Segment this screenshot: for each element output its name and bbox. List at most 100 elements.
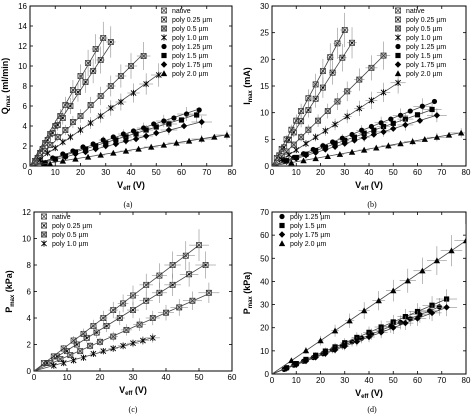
data-point bbox=[421, 136, 428, 142]
series-triangle bbox=[272, 128, 466, 166]
data-point bbox=[92, 145, 99, 153]
data-point bbox=[334, 98, 341, 105]
legend-label: native bbox=[406, 8, 425, 15]
x-tick-label: 10 bbox=[292, 168, 301, 177]
data-point bbox=[47, 160, 54, 166]
data-point bbox=[317, 337, 324, 344]
data-point bbox=[77, 126, 84, 134]
y-tick-label: 25 bbox=[260, 29, 269, 38]
data-point bbox=[148, 143, 155, 150]
series-triangle bbox=[272, 223, 466, 374]
x-tick-label: 60 bbox=[413, 376, 422, 385]
y-tick-label: 30 bbox=[260, 2, 269, 11]
data-point bbox=[380, 52, 387, 59]
data-point bbox=[339, 54, 346, 61]
legend-marker bbox=[395, 7, 401, 14]
data-point bbox=[416, 117, 424, 124]
data-point bbox=[75, 89, 81, 95]
x-tick-label: 10 bbox=[292, 376, 301, 385]
data-point bbox=[110, 333, 117, 340]
data-point bbox=[183, 111, 190, 117]
data-point bbox=[409, 138, 416, 145]
legend-label: poly 1.75 µm bbox=[290, 232, 330, 239]
x-tick-label: 50 bbox=[389, 168, 398, 177]
legend-marker bbox=[41, 231, 47, 238]
legend-label: poly 1.75 µm bbox=[406, 62, 446, 69]
x-tick-label: 50 bbox=[152, 168, 161, 177]
data-point bbox=[414, 315, 421, 322]
series-diamond bbox=[272, 298, 458, 374]
y-tick-label: 12 bbox=[22, 208, 31, 217]
data-point bbox=[130, 292, 136, 299]
data-point bbox=[370, 131, 378, 138]
legend-label: native bbox=[172, 8, 191, 15]
x-tick-label: 40 bbox=[127, 168, 136, 177]
data-point bbox=[322, 146, 329, 153]
data-point bbox=[97, 93, 104, 99]
panel-a-chart: 0 10 20 30 40 50 60 70 80 0 2 4 6 8 10 12 14 16 Veff (V) Qm… bbox=[0, 2, 237, 192]
legend-label: poly 1.25 µm bbox=[172, 44, 212, 51]
data-point bbox=[302, 152, 310, 159]
data-point bbox=[312, 155, 319, 162]
data-point bbox=[462, 237, 466, 244]
data-point bbox=[305, 95, 312, 102]
legend-marker bbox=[160, 70, 168, 77]
legend-marker bbox=[161, 16, 167, 23]
data-point bbox=[161, 118, 167, 124]
data-point bbox=[327, 54, 334, 61]
data-point bbox=[298, 108, 305, 115]
data-point bbox=[380, 128, 387, 136]
data-point bbox=[414, 112, 421, 118]
data-point bbox=[103, 323, 110, 329]
data-point bbox=[59, 157, 67, 164]
data-point bbox=[77, 348, 84, 355]
legend-marker bbox=[41, 213, 47, 220]
legend-label: poly 0.5 µm bbox=[406, 26, 442, 33]
data-point bbox=[136, 321, 143, 328]
data-point bbox=[128, 63, 134, 69]
x-tick-label: 40 bbox=[162, 373, 171, 382]
y-tick-label: 20 bbox=[260, 55, 269, 64]
data-point bbox=[52, 144, 59, 152]
legend-marker bbox=[394, 70, 402, 77]
series-x-square bbox=[34, 229, 209, 371]
data-point bbox=[176, 304, 183, 311]
data-point bbox=[334, 40, 341, 47]
data-point bbox=[47, 142, 54, 148]
data-point bbox=[356, 105, 363, 112]
series-asterisk bbox=[34, 333, 160, 371]
data-point bbox=[49, 130, 56, 136]
data-point bbox=[54, 122, 61, 128]
data-point bbox=[166, 121, 172, 127]
y-axis-title: Imax (mA) bbox=[242, 67, 254, 105]
data-point bbox=[160, 141, 168, 148]
data-point bbox=[385, 142, 392, 149]
legend-marker bbox=[395, 16, 401, 23]
data-point bbox=[375, 297, 382, 304]
legend-label: poly 0.25 µm bbox=[52, 223, 92, 230]
series-square bbox=[272, 289, 458, 374]
data-point bbox=[205, 289, 212, 296]
data-point bbox=[397, 140, 404, 147]
data-point bbox=[62, 127, 69, 133]
data-point bbox=[202, 262, 209, 268]
series-x-square-hatch bbox=[272, 41, 391, 166]
data-point bbox=[59, 138, 66, 146]
y-tick-label: 12 bbox=[18, 42, 27, 51]
legend-label: poly 1.5 µm bbox=[406, 53, 442, 60]
legend-label: poly 2.0 µm bbox=[172, 71, 208, 78]
series-diamond bbox=[30, 115, 213, 166]
y-tick-label: 0 bbox=[265, 370, 270, 379]
fit-line bbox=[34, 244, 200, 371]
data-point bbox=[140, 53, 147, 59]
series-asterisk bbox=[272, 72, 406, 166]
y-tick-label: 70 bbox=[260, 208, 269, 217]
data-point bbox=[84, 153, 92, 160]
data-point bbox=[283, 148, 290, 155]
data-point bbox=[59, 115, 66, 121]
data-point bbox=[365, 333, 373, 341]
data-point bbox=[390, 125, 397, 132]
data-point bbox=[361, 130, 367, 137]
panel-d-chart: 0 10 20 30 40 50 60 70 80 0 10 20 30 40 50 60 70 Veff (V)… bbox=[242, 208, 471, 400]
data-point bbox=[77, 73, 84, 79]
